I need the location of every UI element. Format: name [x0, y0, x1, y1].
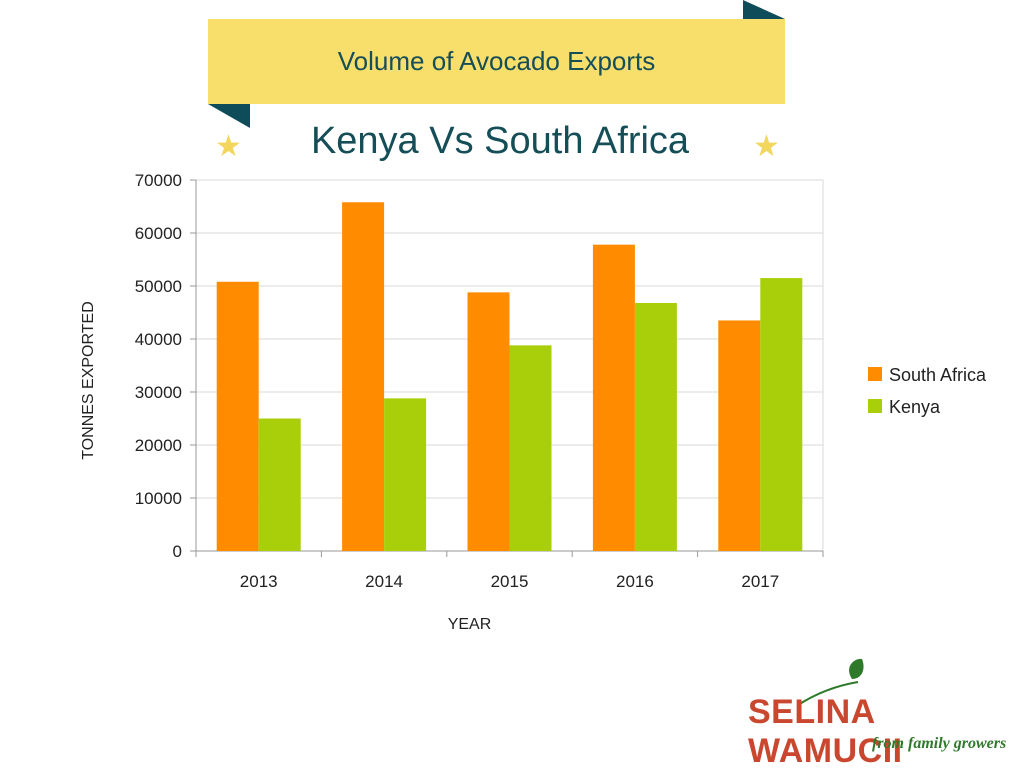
y-tick-label: 30000	[135, 383, 182, 402]
bar-kenya	[258, 418, 301, 551]
y-tick-label: 0	[173, 542, 182, 561]
logo-name: SELINA WAMUCII	[748, 693, 903, 770]
banner-fold-bottom-left	[208, 104, 250, 128]
chart-subtitle: Kenya Vs South Africa	[310, 120, 690, 162]
x-tick-label: 2017	[741, 572, 779, 591]
x-tick-label: 2014	[365, 572, 403, 591]
legend-label: Kenya	[889, 397, 941, 417]
y-tick-label: 20000	[135, 436, 182, 455]
banner-title: Volume of Avocado Exports	[337, 46, 656, 76]
x-axis-label: YEAR	[448, 616, 492, 633]
y-axis-label: TONNES EXPORTED	[80, 301, 97, 460]
x-tick-label: 2013	[240, 572, 278, 591]
y-tick-label: 60000	[135, 224, 182, 243]
legend-label: South Africa	[889, 365, 987, 385]
bar-south-africa	[467, 292, 510, 551]
logo-tagline: from family growers	[872, 735, 1007, 752]
star-icon-right: ★	[753, 129, 780, 164]
legend-swatch	[868, 399, 882, 413]
bar-south-africa	[342, 202, 385, 551]
bar-south-africa	[216, 281, 259, 551]
y-tick-label: 40000	[135, 330, 182, 349]
x-tick-label: 2016	[616, 572, 654, 591]
bar-kenya	[384, 398, 427, 551]
company-logo: SELINA WAMUCII from family growers	[740, 655, 1024, 770]
bar-kenya	[509, 345, 552, 551]
legend-swatch	[868, 367, 882, 381]
x-tick-label: 2015	[491, 572, 529, 591]
y-tick-label: 10000	[135, 489, 182, 508]
banner-fold-top-right	[743, 0, 785, 19]
y-tick-label: 50000	[135, 277, 182, 296]
title-banner: Volume of Avocado Exports	[208, 19, 785, 104]
bar-south-africa	[718, 320, 761, 551]
star-icon-left: ★	[215, 129, 242, 164]
leaf-logo-icon	[797, 658, 864, 706]
bar-south-africa	[592, 244, 635, 551]
bar-kenya	[760, 278, 803, 551]
y-tick-label: 70000	[135, 171, 182, 190]
bar-kenya	[634, 302, 677, 551]
